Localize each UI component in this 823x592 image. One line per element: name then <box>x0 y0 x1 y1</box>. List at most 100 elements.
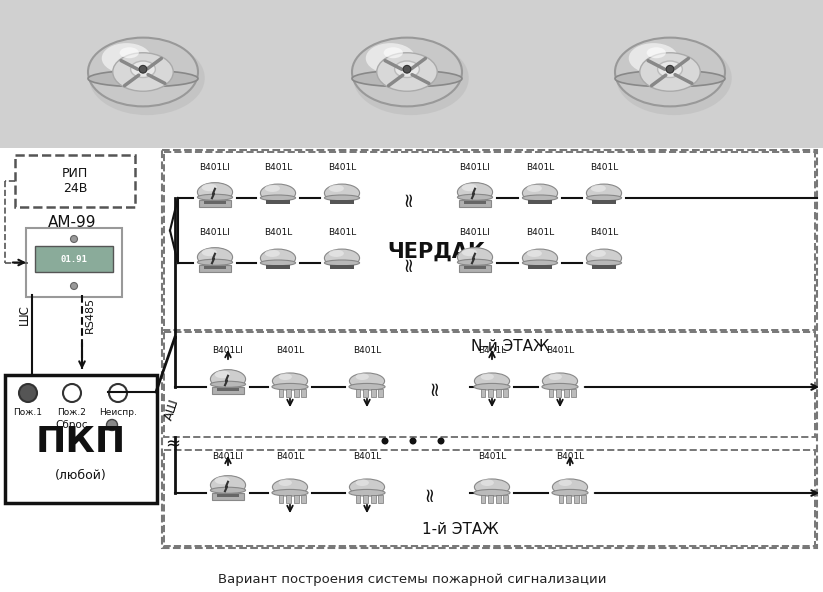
Ellipse shape <box>552 479 588 495</box>
FancyBboxPatch shape <box>279 389 283 397</box>
FancyBboxPatch shape <box>564 389 569 397</box>
FancyBboxPatch shape <box>459 265 491 272</box>
Ellipse shape <box>356 480 369 486</box>
Circle shape <box>19 384 37 402</box>
Ellipse shape <box>647 47 666 58</box>
Ellipse shape <box>272 490 308 496</box>
Text: 01.91: 01.91 <box>61 255 87 263</box>
Circle shape <box>63 384 81 402</box>
FancyBboxPatch shape <box>549 389 553 397</box>
FancyBboxPatch shape <box>294 496 299 503</box>
FancyBboxPatch shape <box>286 496 291 503</box>
FancyBboxPatch shape <box>556 389 561 397</box>
FancyBboxPatch shape <box>379 389 384 397</box>
Ellipse shape <box>89 41 205 115</box>
Ellipse shape <box>481 374 494 380</box>
Text: B401LI: B401LI <box>459 228 491 237</box>
Text: B401L: B401L <box>328 228 356 237</box>
Ellipse shape <box>542 384 578 390</box>
Text: Неиспр.: Неиспр. <box>99 408 137 417</box>
FancyBboxPatch shape <box>301 389 306 397</box>
FancyBboxPatch shape <box>463 201 486 204</box>
FancyBboxPatch shape <box>330 265 355 269</box>
Circle shape <box>71 282 77 289</box>
FancyBboxPatch shape <box>488 496 493 503</box>
FancyBboxPatch shape <box>504 389 508 397</box>
FancyBboxPatch shape <box>0 0 823 148</box>
Text: ПКП: ПКП <box>36 425 126 459</box>
Text: Пож.1: Пож.1 <box>13 408 43 417</box>
Ellipse shape <box>458 183 493 202</box>
Ellipse shape <box>523 184 557 202</box>
Ellipse shape <box>88 70 198 87</box>
Circle shape <box>139 65 146 73</box>
Ellipse shape <box>474 479 509 495</box>
Ellipse shape <box>523 260 557 266</box>
Ellipse shape <box>352 38 462 107</box>
Ellipse shape <box>260 249 295 267</box>
FancyBboxPatch shape <box>203 266 226 269</box>
Ellipse shape <box>350 479 384 495</box>
FancyBboxPatch shape <box>504 496 508 503</box>
FancyBboxPatch shape <box>571 389 576 397</box>
Ellipse shape <box>587 260 621 266</box>
Ellipse shape <box>549 374 562 380</box>
Text: B401L: B401L <box>546 346 574 355</box>
Ellipse shape <box>365 43 416 73</box>
Ellipse shape <box>639 53 700 91</box>
Ellipse shape <box>324 184 360 202</box>
Ellipse shape <box>119 47 139 58</box>
FancyBboxPatch shape <box>356 496 360 503</box>
Ellipse shape <box>458 194 493 200</box>
Ellipse shape <box>265 250 280 257</box>
Text: B401L: B401L <box>478 452 506 461</box>
FancyBboxPatch shape <box>459 200 491 207</box>
FancyBboxPatch shape <box>216 388 239 391</box>
Ellipse shape <box>131 61 156 78</box>
Ellipse shape <box>462 249 477 256</box>
Ellipse shape <box>658 61 682 78</box>
Ellipse shape <box>458 247 493 266</box>
Text: B401L: B401L <box>590 163 618 172</box>
Ellipse shape <box>324 195 360 201</box>
Ellipse shape <box>615 70 725 87</box>
Ellipse shape <box>474 490 510 496</box>
Ellipse shape <box>324 260 360 266</box>
Ellipse shape <box>394 61 420 78</box>
Text: 1-й ЭТАЖ: 1-й ЭТАЖ <box>421 523 498 538</box>
FancyBboxPatch shape <box>164 332 815 437</box>
Ellipse shape <box>523 249 557 267</box>
FancyBboxPatch shape <box>528 200 552 204</box>
Ellipse shape <box>350 373 384 389</box>
Ellipse shape <box>211 475 245 495</box>
Ellipse shape <box>260 260 295 266</box>
FancyBboxPatch shape <box>574 496 579 503</box>
FancyBboxPatch shape <box>356 389 360 397</box>
Ellipse shape <box>349 384 385 390</box>
Ellipse shape <box>474 373 509 389</box>
Text: B401L: B401L <box>526 228 554 237</box>
Ellipse shape <box>384 47 403 58</box>
Ellipse shape <box>198 259 233 265</box>
Text: B401L: B401L <box>328 163 356 172</box>
Ellipse shape <box>215 477 230 484</box>
Ellipse shape <box>211 369 245 389</box>
Text: B401L: B401L <box>264 163 292 172</box>
Ellipse shape <box>328 250 344 257</box>
Ellipse shape <box>629 43 678 73</box>
Ellipse shape <box>474 384 510 390</box>
Ellipse shape <box>260 184 295 202</box>
FancyBboxPatch shape <box>363 389 368 397</box>
FancyBboxPatch shape <box>212 493 244 500</box>
Ellipse shape <box>552 490 588 496</box>
Ellipse shape <box>211 487 245 493</box>
Text: ≈: ≈ <box>398 190 417 206</box>
Ellipse shape <box>279 480 292 486</box>
Text: B401L: B401L <box>276 346 305 355</box>
FancyBboxPatch shape <box>463 266 486 269</box>
FancyBboxPatch shape <box>164 450 815 546</box>
Ellipse shape <box>615 38 725 107</box>
Text: ≈: ≈ <box>165 435 180 453</box>
Ellipse shape <box>349 490 385 496</box>
FancyBboxPatch shape <box>199 265 230 272</box>
